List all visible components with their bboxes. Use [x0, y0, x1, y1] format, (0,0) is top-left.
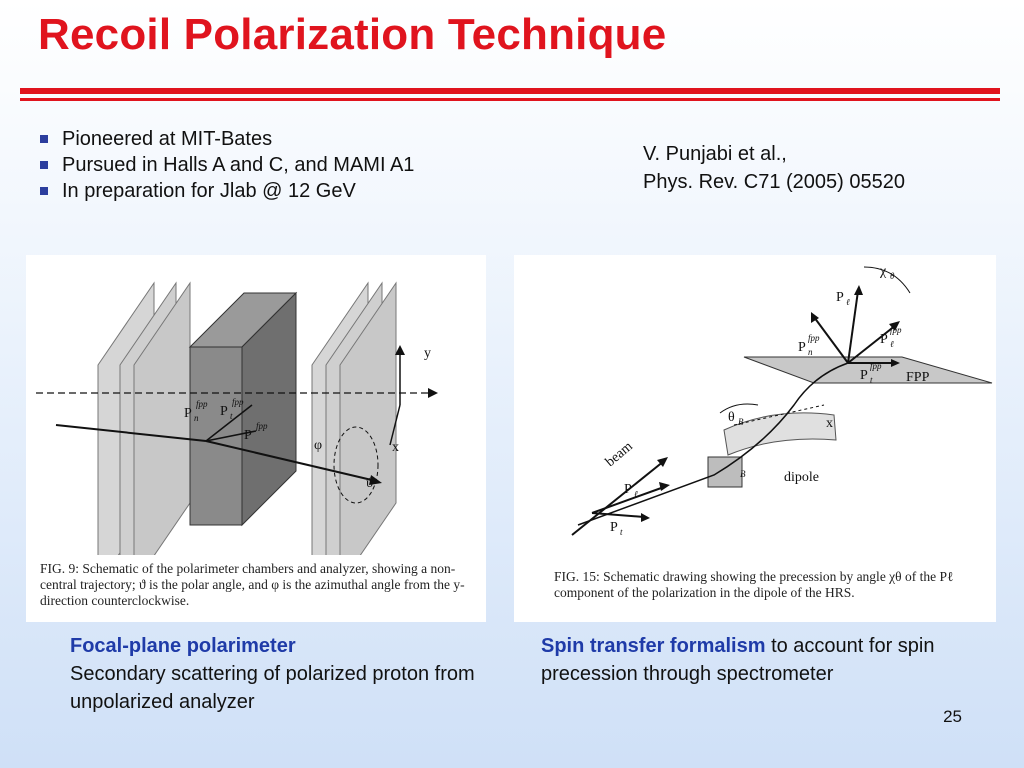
polarimeter-figure: y x P n fpp P t fpp P fpp φ ϑ FIG. 9: Sc… [26, 255, 486, 622]
svg-text:t: t [870, 375, 873, 385]
bullet-list: Pioneered at MIT-Bates Pursued in Halls … [38, 126, 414, 204]
reference-citation: V. Punjabi et al., Phys. Rev. C71 (2005)… [643, 143, 906, 193]
pn-label: P [184, 406, 192, 421]
bullet-item: Pioneered at MIT-Bates [38, 126, 414, 152]
svg-text:fpp: fpp [890, 325, 902, 335]
svg-text:ℓ: ℓ [634, 489, 638, 499]
polarimeter-diagram: y x P n fpp P t fpp P fpp φ ϑ [36, 281, 438, 555]
chi-label: χ [879, 264, 887, 279]
spin-transfer-description: Spin transfer formalism to account for s… [541, 632, 1011, 688]
focal-plane-description: Focal-plane polarimeter Secondary scatte… [70, 632, 490, 716]
bullet-item: Pursued in Halls A and C, and MAMI A1 [38, 152, 414, 178]
title-rule-thick [20, 88, 1000, 94]
slide-title: Recoil Polarization Technique [38, 10, 667, 59]
pt-fpp-label: P [860, 368, 868, 383]
pl2-label: P [624, 482, 632, 497]
bullet-item: In preparation for Jlab @ 12 GeV [38, 178, 414, 204]
spin-precession-diagram: χ θ P ℓ P n fpp P ℓ fpp P t fpp FPP θ B … [571, 264, 993, 537]
bullet-square-icon [40, 135, 48, 143]
svg-text:fpp: fpp [808, 333, 820, 343]
svg-text:t: t [230, 411, 233, 421]
svg-text:fpp: fpp [870, 361, 882, 371]
axis-x-label: x [392, 440, 399, 455]
page-number: 25 [943, 707, 962, 726]
svg-text:ℓ: ℓ [846, 297, 850, 307]
svg-text:ℓ: ℓ [890, 339, 894, 349]
svg-text:fpp: fpp [232, 397, 244, 407]
pt2-label: P [610, 520, 618, 535]
axis-y-label: y [424, 346, 431, 361]
phi-label: φ [314, 438, 322, 453]
thetab-label: θ [728, 410, 735, 425]
dipole-label: dipole [784, 470, 819, 485]
svg-text:t: t [620, 527, 623, 537]
svg-text:fpp: fpp [256, 421, 268, 431]
spin-transfer-heading: Spin transfer formalism [541, 635, 766, 657]
svg-text:fpp: fpp [196, 399, 208, 409]
bullet-square-icon [40, 187, 48, 195]
fpp-label: FPP [906, 370, 930, 385]
svg-text:θ: θ [890, 271, 895, 281]
spin-transfer-text: to account for spin precession through s… [541, 635, 935, 685]
figure-caption: FIG. 15: Schematic drawing showing the p… [554, 569, 954, 600]
title-rule-thin [20, 98, 1000, 101]
bullet-square-icon [40, 161, 48, 169]
b-label: B [740, 469, 746, 479]
spin-precession-figure: χ θ P ℓ P n fpp P ℓ fpp P t fpp FPP θ B … [514, 255, 996, 622]
p-label: P [244, 428, 252, 443]
beam-label: beam [603, 439, 636, 470]
theta-label: ϑ [366, 476, 373, 491]
pl-fpp-label: P [880, 332, 888, 347]
pt-label: P [220, 404, 228, 419]
pl-label: P [836, 290, 844, 305]
focal-plane-heading: Focal-plane polarimeter [70, 635, 296, 657]
svg-text:n: n [194, 413, 199, 423]
focal-plane-text: Secondary scattering of polarized proton… [70, 663, 475, 713]
svg-text:n: n [808, 347, 813, 357]
pn-fpp-label: P [798, 340, 806, 355]
svg-text:B: B [738, 417, 744, 427]
figure-caption: FIG. 9: Schematic of the polarimeter cha… [40, 561, 465, 608]
x-label: x [826, 416, 833, 431]
